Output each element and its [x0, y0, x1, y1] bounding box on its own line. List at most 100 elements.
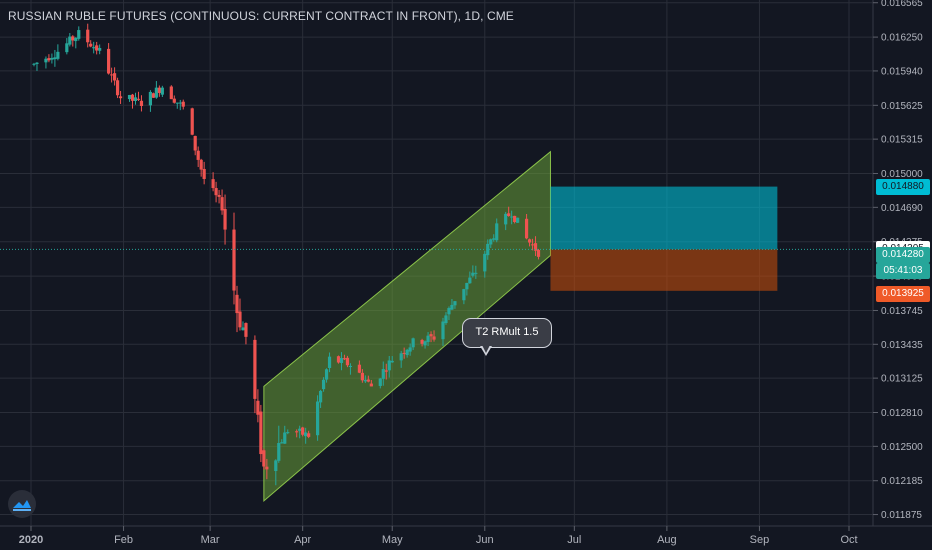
- candle-body: [384, 370, 388, 372]
- candle-body: [408, 347, 412, 352]
- candle-body: [426, 335, 430, 342]
- candle-body: [369, 383, 373, 387]
- channel-fill: [263, 150, 551, 502]
- candle-body: [378, 378, 382, 386]
- candle-body: [360, 372, 364, 381]
- candle-body: [202, 168, 206, 179]
- candle-body: [336, 356, 341, 363]
- stop-price-tag: 0.013925: [876, 286, 930, 303]
- candle-body: [107, 48, 111, 74]
- candle-body: [256, 400, 260, 415]
- candle-body: [366, 379, 370, 382]
- candle-body: [47, 58, 51, 61]
- candle-body: [71, 36, 75, 41]
- time-tick-label: Oct: [840, 534, 857, 546]
- candle-body: [381, 369, 385, 379]
- time-tick-label: Jun: [476, 534, 494, 546]
- candle-body: [214, 188, 218, 196]
- candle-body: [357, 364, 361, 373]
- price-tick-label: 0.013125: [881, 374, 923, 385]
- candle-body: [68, 36, 72, 45]
- candle-body: [148, 91, 153, 106]
- candle-body: [390, 360, 394, 363]
- tradingview-logo[interactable]: [8, 490, 36, 518]
- candle-body: [444, 315, 448, 324]
- candle-body: [139, 100, 144, 106]
- candle-body: [527, 239, 532, 243]
- candle-body: [387, 360, 391, 371]
- candle-body: [468, 277, 472, 284]
- candle-body: [259, 411, 263, 455]
- time-axis[interactable]: 2020 Feb Mar Apr May Jun Jul Aug Sep Oct: [0, 525, 932, 546]
- candle-body: [432, 336, 436, 340]
- candle-body: [196, 150, 200, 160]
- candle-body: [486, 243, 490, 256]
- time-tick-label: May: [382, 534, 403, 546]
- candle-body: [513, 215, 517, 223]
- candle-body: [235, 294, 239, 314]
- candle-body: [223, 208, 227, 230]
- candle-body: [199, 159, 203, 170]
- candle-body: [423, 341, 427, 346]
- candle-body: [283, 432, 287, 444]
- time-tick-label: 2020: [19, 534, 43, 546]
- candle-body: [77, 30, 81, 39]
- candle-body: [450, 304, 454, 310]
- candle-body: [402, 352, 406, 354]
- candle-body: [262, 450, 266, 467]
- candle-body: [265, 466, 269, 470]
- price-tick-label: 0.012500: [881, 442, 923, 453]
- candle-body: [304, 432, 308, 437]
- candle-body: [298, 428, 302, 431]
- candle-body: [363, 379, 367, 382]
- target-zone: [550, 186, 778, 250]
- candle-body: [172, 98, 176, 103]
- candle-body: [160, 87, 164, 95]
- bar-countdown-tag: 05:41:03: [876, 263, 930, 280]
- candle-body: [53, 57, 57, 60]
- time-tick-label: Mar: [201, 534, 220, 546]
- candle-body: [495, 223, 499, 241]
- candle-body: [32, 63, 36, 65]
- candle-body: [115, 80, 120, 96]
- candle-body: [483, 253, 487, 272]
- candle-body: [345, 357, 350, 366]
- candle-body: [295, 431, 299, 433]
- candle-body: [244, 323, 248, 337]
- candle-body: [342, 358, 347, 360]
- price-tick-label: 0.012185: [881, 476, 923, 487]
- candle-body: [181, 101, 185, 107]
- candles: [32, 23, 541, 486]
- candle-body: [318, 390, 323, 403]
- time-tick-label: Apr: [294, 534, 311, 546]
- time-tick-label: Jul: [567, 534, 581, 546]
- candle-body: [324, 369, 329, 380]
- candle-body: [420, 339, 424, 344]
- candle-body: [241, 327, 245, 331]
- position-layer: [550, 186, 778, 291]
- candle-body: [315, 401, 320, 436]
- candle-body: [327, 356, 332, 369]
- candle-body: [530, 244, 535, 246]
- price-tick-label: 0.016250: [881, 33, 923, 44]
- candle-body: [510, 216, 514, 218]
- candle-body: [50, 57, 54, 60]
- candle-body: [507, 213, 511, 217]
- candle-body: [516, 217, 520, 223]
- annotation-callout[interactable]: T2 RMult 1.5: [462, 318, 552, 348]
- candle-body: [301, 427, 305, 435]
- candle-body: [277, 443, 281, 461]
- price-tick-label: 0.015000: [881, 169, 923, 180]
- candle-body: [492, 238, 496, 240]
- candle-body: [429, 334, 433, 337]
- candle-body: [399, 353, 403, 361]
- candle-body: [154, 87, 158, 98]
- price-tick-label: 0.013745: [881, 306, 923, 317]
- candle-body: [339, 358, 344, 363]
- logo-icon: [13, 500, 31, 511]
- price-tick-label: 0.016565: [881, 0, 923, 9]
- candle-body: [151, 93, 156, 98]
- chart-title: RUSSIAN RUBLE FUTURES (CONTINUOUS: CURRE…: [8, 9, 514, 23]
- price-tick-label: 0.011875: [881, 510, 922, 521]
